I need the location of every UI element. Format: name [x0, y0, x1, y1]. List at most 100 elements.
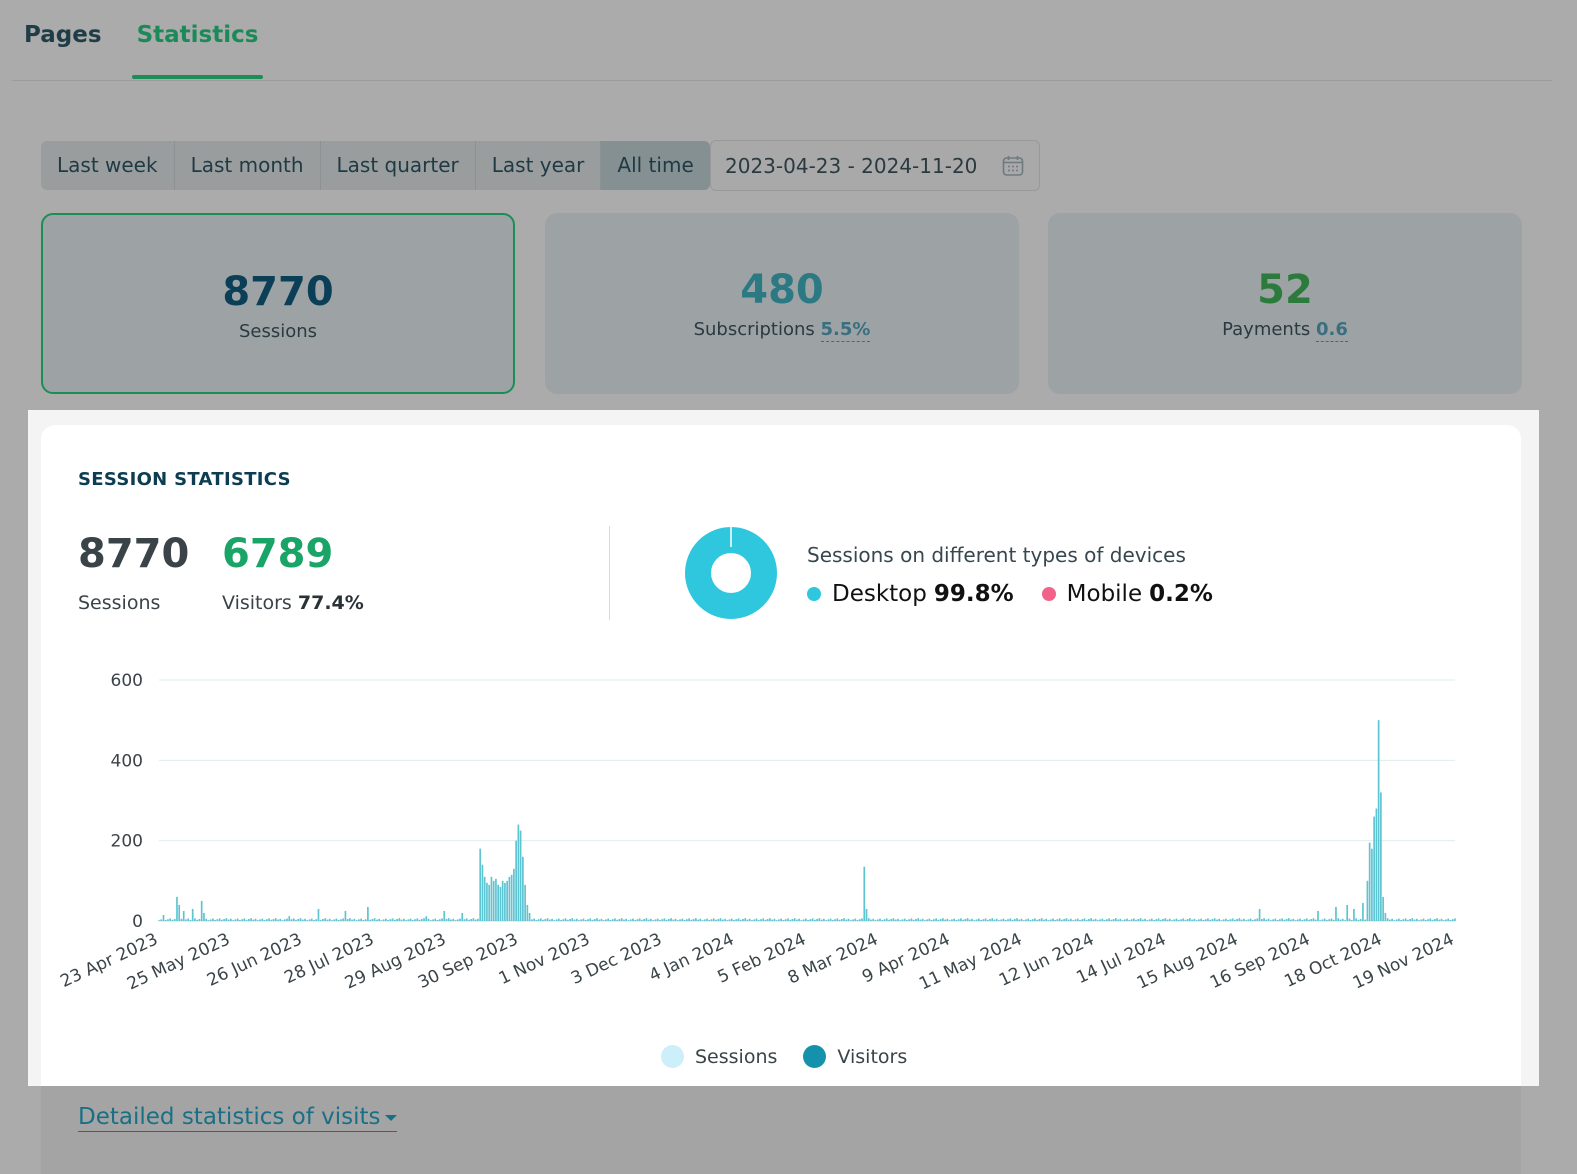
chart-bar — [1018, 919, 1021, 921]
chart-bar — [849, 920, 852, 921]
chart-bar — [432, 919, 434, 921]
chart-bar — [1119, 918, 1122, 921]
period-last-quarter[interactable]: Last quarter — [321, 141, 476, 190]
chart-bar — [971, 918, 973, 921]
chart-bar — [385, 918, 387, 921]
chart-bar — [454, 920, 457, 921]
legend-sessions-label: Sessions — [695, 1045, 778, 1068]
chart-bar — [861, 918, 863, 921]
chart-bar — [641, 919, 643, 921]
chart-bar — [1074, 919, 1077, 921]
chart-bar — [942, 918, 944, 921]
chart-bar — [490, 876, 493, 921]
chart-bar — [1438, 919, 1441, 921]
tab-statistics[interactable]: Statistics — [136, 22, 259, 48]
chart-bar — [1144, 918, 1146, 921]
chart-bar — [1283, 919, 1286, 921]
date-range-picker[interactable]: 2023-04-23 - 2024-11-20 — [710, 140, 1040, 191]
y-tick-label: 400 — [111, 751, 143, 771]
chart-bar — [248, 918, 250, 921]
chart-bar — [1281, 918, 1283, 921]
chart-bar — [1207, 918, 1209, 921]
chart-bar — [506, 880, 508, 921]
chart-bar — [360, 918, 362, 921]
chart-bar — [771, 919, 774, 921]
chart-bar — [935, 918, 937, 921]
chart-bar — [236, 918, 239, 921]
chart-bar — [1101, 918, 1104, 921]
chart-bar — [418, 919, 421, 921]
chart-bar — [443, 910, 446, 921]
chart-bar — [1422, 918, 1425, 921]
legend-sessions[interactable]: Sessions — [661, 1045, 777, 1068]
chart-bar — [874, 920, 877, 921]
chart-bar — [531, 919, 533, 921]
chart-bar — [863, 866, 866, 921]
period-last-week[interactable]: Last week — [41, 141, 175, 190]
period-last-month[interactable]: Last month — [175, 141, 321, 190]
chart-bar — [470, 918, 473, 921]
chart-bar — [221, 919, 223, 921]
chart-bar — [1011, 919, 1014, 921]
kpi-sessions-label: Sessions — [238, 321, 318, 342]
chart-bar — [483, 876, 486, 921]
chart-bar — [187, 918, 190, 921]
chart-bar — [611, 919, 614, 921]
legend-sessions-dot-icon — [661, 1045, 684, 1068]
chart-bar — [1202, 919, 1205, 921]
chart-bar — [1184, 919, 1187, 921]
chart-bar — [762, 918, 765, 921]
chart-bar — [951, 919, 953, 921]
chart-bar — [1218, 918, 1221, 921]
chart-bar — [991, 918, 994, 921]
chart-bar — [614, 918, 616, 921]
chart-bar — [436, 919, 439, 921]
chart-bar — [160, 919, 163, 921]
chart-bar — [1079, 919, 1081, 921]
chart-bar — [281, 920, 284, 921]
chart-bar — [232, 920, 234, 921]
chart-bar — [405, 920, 407, 921]
chart-bar — [1063, 918, 1066, 921]
chart-bar — [836, 918, 839, 921]
chart-bar — [865, 908, 868, 921]
chart-bar — [939, 918, 942, 921]
chart-bar — [919, 919, 922, 921]
chart-bar — [845, 919, 848, 921]
chart-bar — [674, 918, 677, 921]
chart-bar — [391, 918, 394, 921]
chart-bar — [427, 918, 430, 921]
period-all-time[interactable]: All time — [601, 141, 710, 190]
chart-bar — [434, 918, 437, 921]
tab-pages[interactable]: Pages — [24, 22, 102, 48]
chart-bar — [1222, 919, 1225, 921]
chart-bar — [1348, 918, 1351, 921]
device-desktop-name: Desktop — [832, 581, 927, 607]
kpi-payments-card[interactable]: 52 Payments 0.6 — [1048, 213, 1522, 394]
chart-bar — [393, 919, 396, 921]
chart-bar — [620, 918, 623, 921]
chart-bar — [1366, 880, 1369, 921]
chart-bar — [930, 919, 933, 921]
legend-visitors[interactable]: Visitors — [803, 1045, 907, 1068]
chart-bar — [1148, 919, 1151, 921]
chart-bar — [176, 896, 178, 921]
chart-bar — [162, 914, 165, 921]
chart-bar — [1047, 920, 1050, 921]
chart-bar — [1310, 918, 1313, 921]
kpi-subscriptions-card[interactable]: 480 Subscriptions 5.5% — [545, 213, 1019, 394]
chart-bar — [1350, 919, 1353, 921]
chart-bar — [371, 918, 374, 921]
chart-bar — [1137, 918, 1140, 921]
chart-bar — [1097, 920, 1099, 921]
chart-bar — [1166, 919, 1169, 921]
devices-donut-chart — [685, 527, 777, 619]
kpi-sessions-card[interactable]: 8770 Sessions — [41, 213, 515, 394]
chart-bar — [200, 900, 203, 921]
detailed-statistics-link[interactable]: Detailed statistics of visits — [78, 1104, 397, 1132]
chart-bar — [912, 919, 915, 921]
legend-visitors-dot-icon — [803, 1045, 827, 1068]
period-last-year[interactable]: Last year — [476, 141, 602, 190]
chart-bar — [396, 918, 398, 921]
